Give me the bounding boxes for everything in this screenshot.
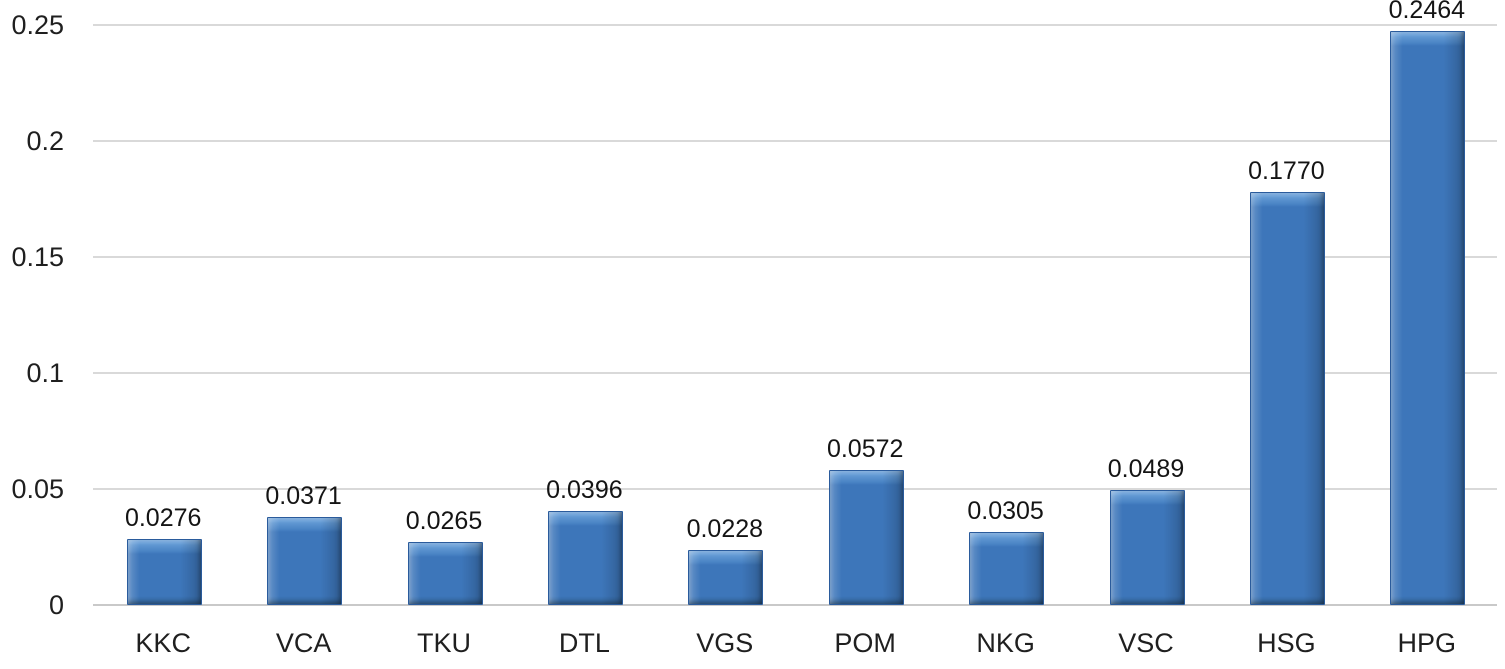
bar-hpg [1390, 31, 1466, 605]
y-axis-tick-label: 0 [48, 590, 64, 620]
x-axis-label: DTL [558, 628, 610, 658]
bar-pom [828, 470, 904, 605]
gridline [93, 256, 1497, 258]
bar-value-label: 0.0305 [967, 497, 1044, 526]
x-axis-label: NKG [976, 628, 1035, 658]
bar-tku [407, 541, 483, 605]
bar-value-label: 0.0228 [686, 515, 764, 544]
x-axis-label: KKC [135, 628, 191, 658]
bar-value-label: 0.1770 [1248, 157, 1325, 186]
bar-value-label: 0.2464 [1388, 0, 1466, 25]
y-axis-tick-label: 0.2 [26, 126, 64, 156]
x-axis-label: HPG [1397, 628, 1457, 658]
x-axis-label: VSC [1118, 628, 1174, 658]
gridline [93, 488, 1497, 490]
bar-value-label: 0.0572 [826, 435, 904, 464]
x-axis-label: POM [834, 628, 896, 658]
x-axis-label: TKU [417, 628, 471, 658]
gridline [93, 372, 1497, 374]
y-axis-tick-label: 0.15 [11, 242, 64, 272]
bar-vca [267, 516, 343, 605]
x-axis-line [93, 604, 1497, 606]
bar-value-label: 0.0371 [265, 481, 342, 510]
gridline [93, 140, 1497, 142]
bar-dtl [547, 511, 623, 605]
bar-value-label: 0.0396 [546, 476, 623, 505]
y-axis-tick-label: 0.1 [26, 358, 64, 388]
bar-kkc [126, 538, 202, 605]
gridline [93, 24, 1497, 26]
x-axis-label: VGS [696, 628, 754, 658]
bar-value-label: 0.0276 [124, 503, 202, 532]
y-axis-tick-label: 0.25 [11, 10, 64, 40]
bar-vgs [688, 550, 764, 605]
bar-hsg [1249, 192, 1325, 605]
bar-nkg [969, 532, 1045, 605]
bar-vsc [1109, 489, 1185, 605]
x-axis-label: HSG [1257, 628, 1316, 658]
x-axis-label: VCA [275, 628, 332, 658]
bar-value-label: 0.0489 [1107, 454, 1185, 483]
y-axis-tick-label: 0.05 [11, 474, 64, 504]
bar-value-label: 0.0265 [405, 506, 483, 535]
